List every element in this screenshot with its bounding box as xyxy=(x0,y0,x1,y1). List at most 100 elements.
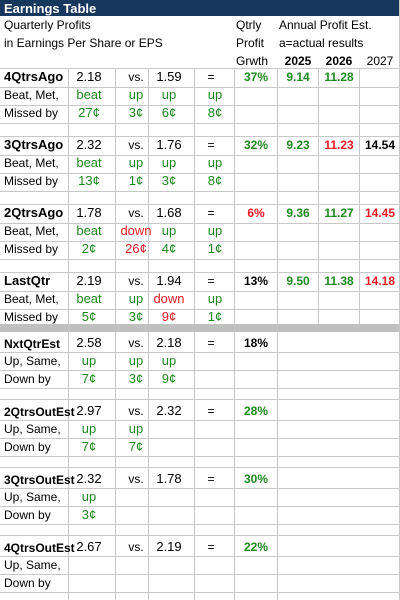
section-label: 4QtrsAgo xyxy=(4,69,64,84)
row-divider xyxy=(0,420,400,421)
vs-label: vs. xyxy=(128,540,144,554)
eps-current: 2.32 xyxy=(76,137,102,152)
eps-current: 2.19 xyxy=(76,273,102,288)
change-amount: 8¢ xyxy=(207,105,223,120)
estimate-label: 4QtrsOutEst xyxy=(4,541,75,555)
vs-label: vs. xyxy=(128,70,144,84)
change-word: down xyxy=(120,223,152,238)
row-divider xyxy=(0,592,400,593)
column-divider xyxy=(194,68,195,324)
change-word: beat xyxy=(76,291,102,306)
equals-sign: = xyxy=(207,472,215,486)
year-2026: 2026 xyxy=(325,54,353,68)
equals-sign: = xyxy=(207,336,215,350)
row-divider xyxy=(0,535,400,536)
change-amount: 26¢ xyxy=(125,241,147,256)
sub-label-missed: Missed by xyxy=(4,106,59,120)
row-divider xyxy=(0,68,400,69)
sub-label-up: Up, Same, xyxy=(4,558,61,572)
change-amount: 3¢ xyxy=(128,105,144,120)
row-divider xyxy=(0,204,400,205)
row-divider xyxy=(0,136,400,137)
row-divider xyxy=(0,352,400,353)
change-word: beat xyxy=(76,223,102,238)
eps-prior: 1.59 xyxy=(156,69,182,84)
sub-label-missed: Missed by xyxy=(4,310,59,324)
sub-label-down: Down by xyxy=(4,508,51,522)
estimate-label: 3QtrsOutEst xyxy=(4,473,75,487)
estimate-label: 2QtrsOutEst xyxy=(4,405,75,419)
change-amount: 8¢ xyxy=(207,173,223,188)
change-amount: 3¢ xyxy=(161,173,177,188)
equals-sign: = xyxy=(207,540,215,554)
row-divider xyxy=(0,556,400,557)
year-2025: 2025 xyxy=(284,54,312,68)
change-word: up xyxy=(161,155,177,170)
growth-percent: 13% xyxy=(243,274,269,288)
eps-year-ago: 2.19 xyxy=(156,539,182,554)
sub-label-up: Up, Same, xyxy=(4,422,61,436)
header-actual-note: a=actual results xyxy=(279,36,364,50)
change-word: up xyxy=(207,223,223,238)
equals-sign: = xyxy=(207,70,215,84)
eps-year-ago: 2.18 xyxy=(156,335,182,350)
sub-label-up: Up, Same, xyxy=(4,354,61,368)
growth-percent: 6% xyxy=(247,206,265,220)
row-divider xyxy=(0,191,400,192)
change-word: up xyxy=(207,291,223,306)
revision-word: up xyxy=(128,421,144,436)
growth-percent: 37% xyxy=(243,70,269,84)
header-qtrly: Qtrly xyxy=(236,18,262,32)
row-divider xyxy=(0,309,400,310)
change-word: up xyxy=(128,155,144,170)
vs-label: vs. xyxy=(128,404,144,418)
vs-label: vs. xyxy=(128,206,144,220)
annual-estimate: 11.38 xyxy=(324,274,354,288)
estimate-label: NxtQtrEst xyxy=(4,337,61,351)
annual-estimate: 9.50 xyxy=(286,274,310,288)
column-divider xyxy=(194,332,195,600)
eps-year-ago: 2.32 xyxy=(156,403,182,418)
row-divider xyxy=(0,488,400,489)
eps-current: 2.18 xyxy=(76,69,102,84)
vs-label: vs. xyxy=(128,336,144,350)
sub-label-down: Down by xyxy=(4,372,51,386)
section-label: 3QtrsAgo xyxy=(4,137,64,152)
eps-year-ago: 1.78 xyxy=(156,471,182,486)
change-word: beat xyxy=(76,155,102,170)
sub-label-beat: Beat, Met, xyxy=(4,292,59,306)
column-divider xyxy=(359,68,360,324)
row-divider xyxy=(0,399,400,400)
row-divider xyxy=(0,370,400,371)
estimate-growth: 30% xyxy=(243,472,269,486)
row-divider xyxy=(0,388,400,389)
vs-label: vs. xyxy=(128,472,144,486)
equals-sign: = xyxy=(207,206,215,220)
equals-sign: = xyxy=(207,404,215,418)
vs-label: vs. xyxy=(128,274,144,288)
change-amount: 4¢ xyxy=(161,241,177,256)
change-word: up xyxy=(161,87,177,102)
row-divider xyxy=(0,123,400,124)
section-separator xyxy=(0,324,400,332)
change-amount: 1¢ xyxy=(128,173,144,188)
row-divider xyxy=(0,291,400,292)
row-divider xyxy=(0,467,400,468)
sub-label-beat: Beat, Met, xyxy=(4,88,59,102)
change-amount: 13¢ xyxy=(78,173,100,188)
row-divider xyxy=(0,524,400,525)
vs-label: vs. xyxy=(128,138,144,152)
revision-word: up xyxy=(161,353,177,368)
eps-prior: 1.94 xyxy=(156,273,182,288)
row-divider xyxy=(0,456,400,457)
eps-current: 1.78 xyxy=(76,205,102,220)
column-divider xyxy=(115,68,116,324)
section-label: 2QtrsAgo xyxy=(4,205,64,220)
revision-amount: 7¢ xyxy=(128,439,144,454)
change-amount: 27¢ xyxy=(78,105,100,120)
change-word: up xyxy=(128,291,144,306)
estimate-growth: 28% xyxy=(243,404,269,418)
annual-estimate: 14.45 xyxy=(364,206,396,220)
revision-word: up xyxy=(81,421,97,436)
